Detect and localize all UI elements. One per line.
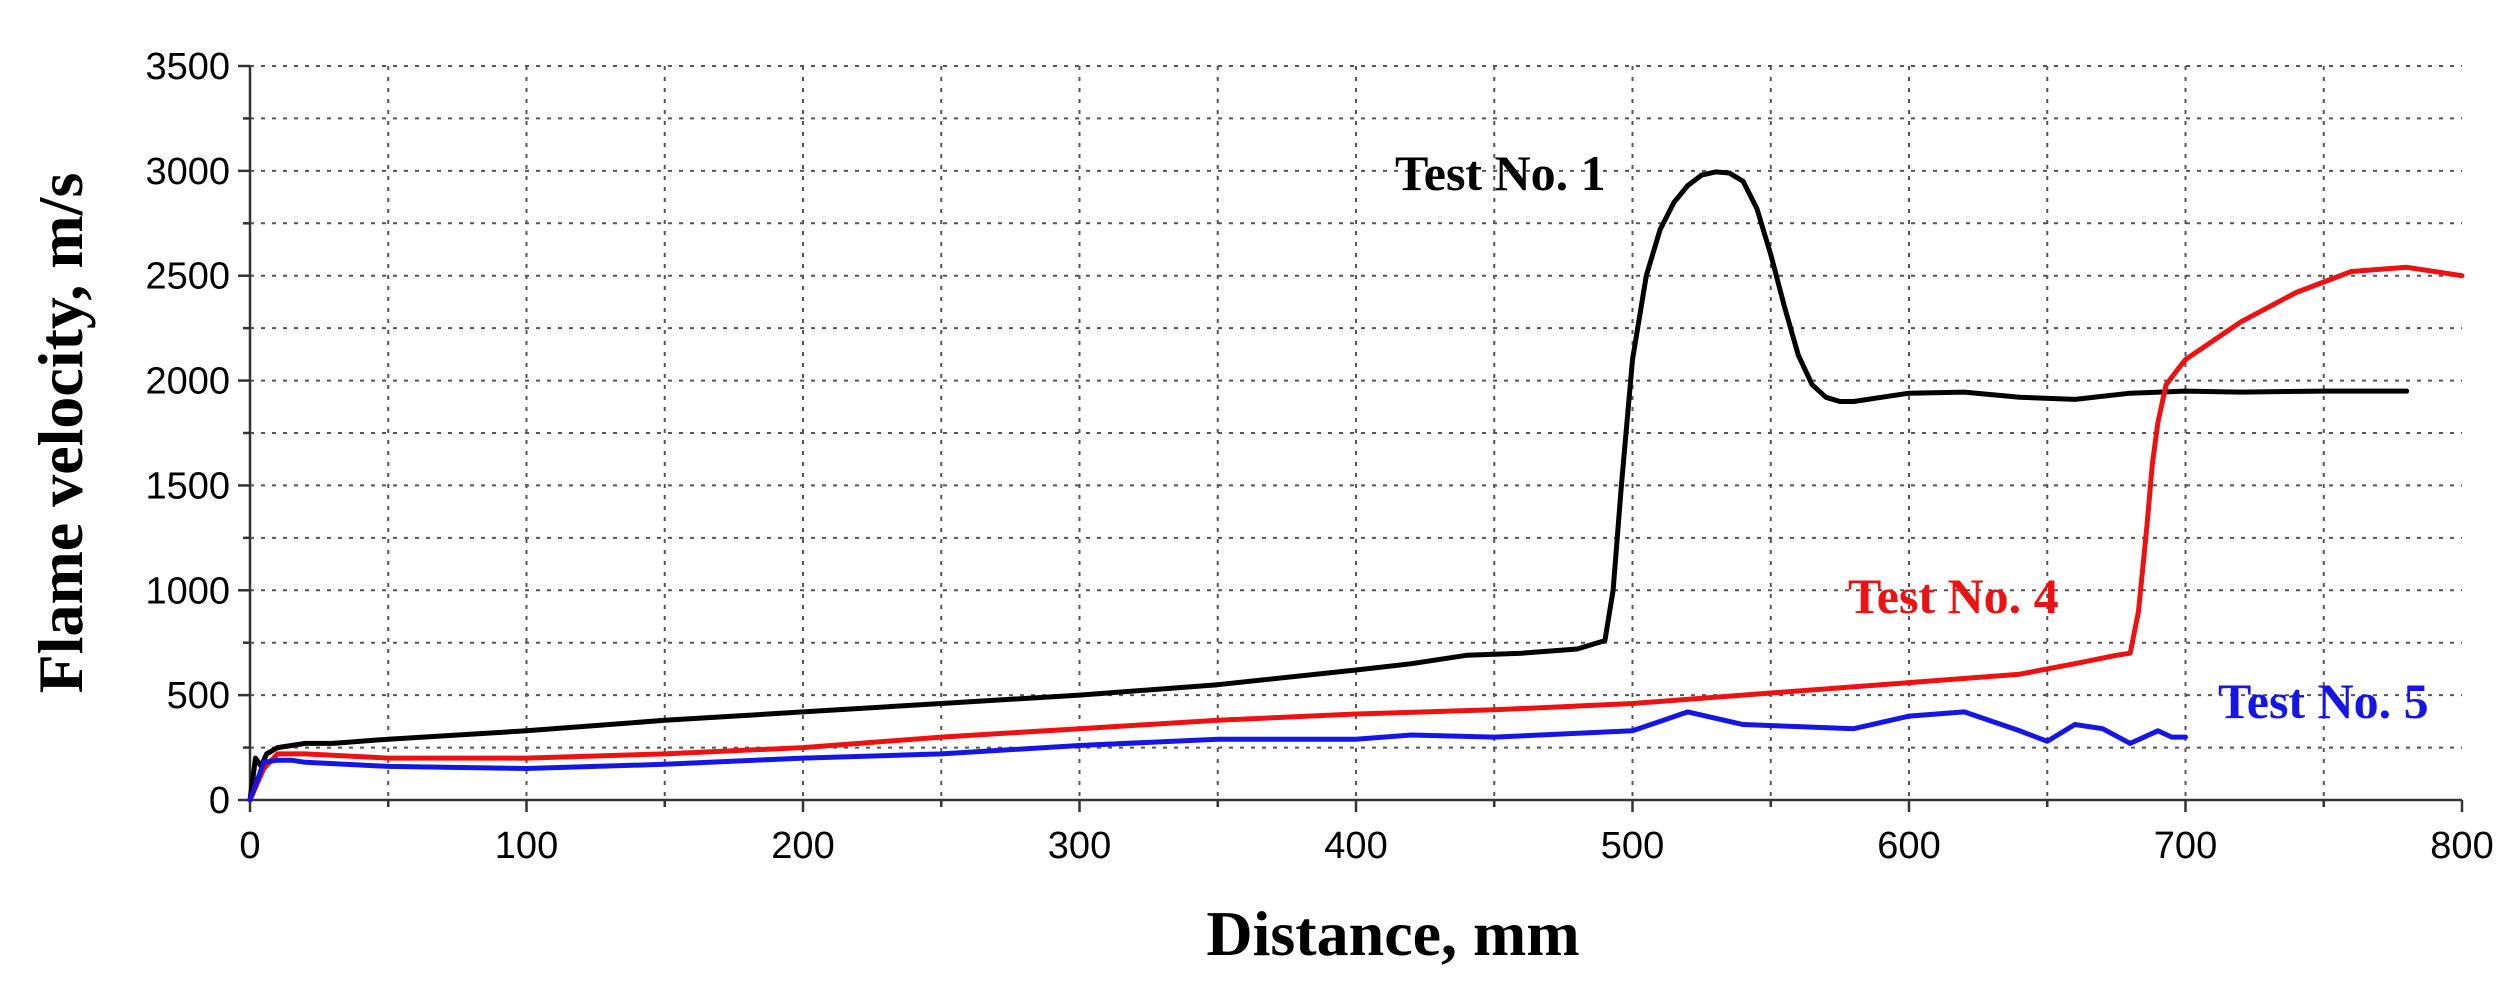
series-label-3: Test No. 5 [2218, 673, 2429, 729]
series-line-1 [247, 169, 2410, 803]
series-lines [247, 169, 2465, 803]
series-line-2 [247, 264, 2465, 803]
y-tick-label: 2500 [145, 256, 230, 298]
y-tick-label: 2000 [145, 361, 230, 403]
x-axis-title: Distance, mm [1206, 898, 1579, 969]
x-tick-label: 100 [495, 825, 558, 867]
y-axis-ticks: 0 500 1000 1500 2000 2500 3000 3500 [145, 46, 250, 822]
y-tick-label: 0 [209, 780, 230, 822]
x-tick-label: 600 [1877, 825, 1940, 867]
y-tick-label: 1500 [145, 465, 230, 507]
x-tick-label: 500 [1601, 825, 1664, 867]
x-axis-ticks: 0 100 200 300 400 500 600 700 800 [239, 800, 2494, 867]
y-axis-title: Flame velocity, m/s [25, 173, 96, 694]
y-tick-label: 500 [167, 675, 230, 717]
y-tick-label: 3000 [145, 151, 230, 193]
x-tick-label: 800 [2430, 825, 2493, 867]
series-labels: Test No. 1 Test No. 4 Test No. 5 [1395, 145, 2429, 729]
x-tick-label: 0 [239, 825, 260, 867]
series-label-1: Test No. 1 [1395, 145, 1606, 201]
series-line-3 [247, 709, 2188, 803]
x-tick-label: 200 [771, 825, 834, 867]
x-tick-label: 400 [1324, 825, 1387, 867]
y-tick-label: 3500 [145, 46, 230, 88]
grid [250, 65, 2462, 800]
x-tick-label: 700 [2154, 825, 2217, 867]
y-tick-label: 1000 [145, 570, 230, 612]
series-label-2: Test No. 4 [1848, 568, 2059, 624]
x-tick-label: 300 [1048, 825, 1111, 867]
